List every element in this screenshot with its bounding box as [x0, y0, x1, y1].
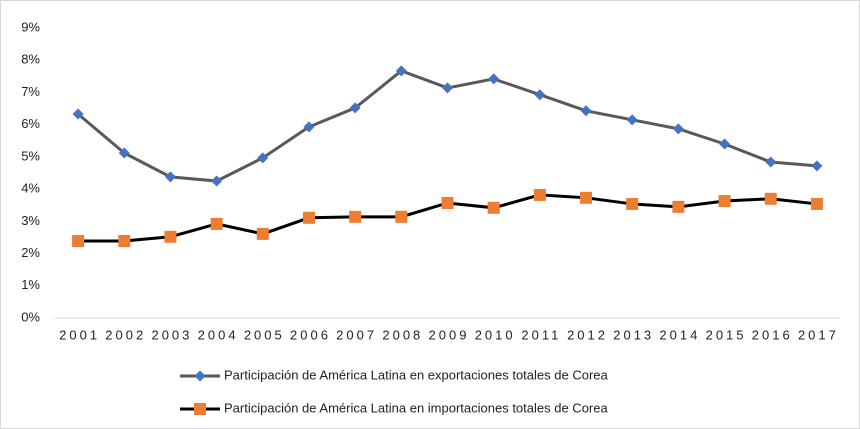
y-tick-label: 0% [21, 309, 40, 324]
marker [395, 65, 407, 77]
marker [72, 108, 84, 120]
legend-label: Participación de América Latina en expor… [224, 367, 608, 382]
marker [764, 192, 777, 205]
marker [626, 197, 639, 210]
marker [533, 188, 546, 201]
marker [626, 114, 638, 126]
marker [765, 156, 777, 168]
x-tick-label: 2012 [567, 327, 608, 342]
x-tick-label: 2017 [798, 327, 839, 342]
x-tick-label: 2014 [659, 327, 700, 342]
x-tick-label: 2011 [521, 327, 561, 342]
marker [811, 160, 823, 172]
x-tick-label: 2007 [336, 327, 377, 342]
y-tick-label: 6% [21, 116, 40, 131]
x-tick-label: 2001 [59, 327, 100, 342]
marker [349, 102, 361, 114]
marker [488, 73, 500, 85]
x-tick-label: 2006 [290, 327, 331, 342]
marker [118, 147, 130, 159]
y-tick-label: 9% [21, 19, 40, 34]
y-tick-label: 2% [21, 245, 40, 260]
x-tick-label: 2005 [244, 327, 285, 342]
x-tick-label: 2010 [475, 327, 516, 342]
marker [118, 234, 131, 247]
marker [487, 201, 500, 214]
x-tick-label: 2016 [752, 327, 793, 342]
x-tick-label: 2002 [105, 327, 146, 342]
marker [194, 403, 206, 415]
marker [211, 175, 223, 187]
x-tick-label: 2004 [198, 327, 239, 342]
marker [580, 191, 593, 204]
x-tick-label: 2015 [706, 327, 747, 342]
y-tick-label: 1% [21, 277, 40, 292]
marker [441, 196, 454, 209]
y-tick-label: 4% [21, 181, 40, 196]
marker [672, 123, 684, 135]
marker [164, 230, 177, 243]
marker [256, 227, 269, 240]
y-tick-label: 3% [21, 213, 40, 228]
marker [719, 138, 731, 150]
legend-label: Participación de América Latina en impor… [224, 400, 608, 415]
marker [672, 200, 685, 213]
y-tick-label: 5% [21, 148, 40, 163]
marker [810, 197, 823, 210]
x-tick-label: 2013 [613, 327, 654, 342]
marker [395, 210, 408, 223]
marker [534, 89, 546, 101]
marker [257, 152, 269, 164]
marker [718, 195, 731, 208]
marker [210, 217, 223, 230]
marker [194, 370, 206, 382]
marker [442, 82, 453, 94]
x-tick-label: 2009 [429, 327, 470, 342]
x-tick-label: 2008 [382, 327, 423, 342]
y-tick-label: 8% [21, 52, 40, 67]
marker [164, 171, 176, 183]
marker [349, 210, 362, 223]
marker [302, 211, 315, 224]
x-tick-label: 2003 [151, 327, 192, 342]
y-tick-label: 7% [21, 84, 40, 99]
marker [303, 121, 315, 133]
marker [72, 234, 85, 247]
marker [580, 105, 592, 117]
